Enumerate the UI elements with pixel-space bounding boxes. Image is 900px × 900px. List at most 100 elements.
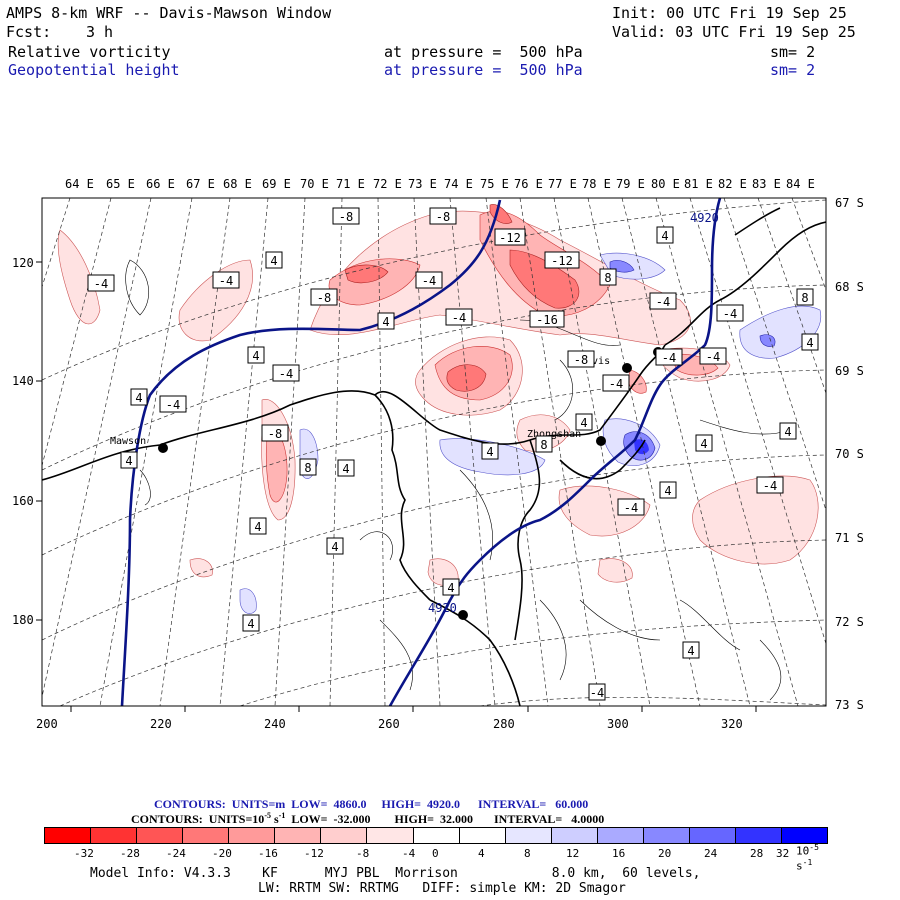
vort-label-box: 4	[377, 312, 395, 330]
vort-label-box: -4	[272, 364, 300, 382]
vorticity-contours	[125, 259, 791, 701]
cbar-label: -16	[258, 847, 278, 860]
map-frame	[41, 197, 827, 707]
vort-label-box: 4	[575, 413, 593, 431]
vort-label-box: 4	[659, 481, 677, 499]
vort-label-box: -4	[159, 395, 187, 413]
vort-label-box: -4	[212, 271, 240, 289]
svg-text:-4: -4	[656, 295, 670, 309]
davis-station-marker	[622, 363, 632, 373]
color-bar	[44, 827, 828, 844]
cbar-label: 24	[704, 847, 718, 860]
lon-label: 76 E	[514, 177, 543, 191]
svg-text:4: 4	[447, 581, 454, 595]
vort-label-box: -12	[544, 251, 580, 269]
x-tick: 220	[150, 717, 172, 731]
vort-label-box: -4	[756, 476, 784, 494]
color-swatch	[275, 828, 322, 843]
vort-label-box: 4	[779, 422, 797, 440]
color-swatch	[505, 828, 552, 843]
svg-text:4: 4	[342, 462, 349, 476]
cbar-label: 16	[612, 847, 626, 860]
field1-smoothing: sm= 2	[770, 43, 816, 61]
vort-label-box: 4	[801, 333, 819, 351]
x-tick: 200	[36, 717, 58, 731]
cbar-label: -4	[402, 847, 416, 860]
lon-label: 67 E	[186, 177, 215, 191]
mawson-label: Mawson	[110, 436, 146, 447]
svg-text:4: 4	[700, 437, 707, 451]
y-tick: 140	[12, 374, 34, 388]
svg-text:4: 4	[254, 520, 261, 534]
vort-label-box: 8	[796, 288, 814, 306]
svg-text:4: 4	[806, 336, 813, 350]
lon-label: 80 E	[651, 177, 680, 191]
color-swatch	[643, 828, 690, 843]
lon-label: 65 E	[106, 177, 135, 191]
field2-smoothing: sm= 2	[770, 61, 816, 79]
svg-text:4: 4	[331, 540, 338, 554]
vort-label-box: -4	[445, 308, 473, 326]
station-marker	[458, 610, 468, 620]
y-axis-ticks: 120 140 160 180	[12, 256, 34, 627]
color-swatch	[91, 828, 138, 843]
lon-label: 72 E	[373, 177, 402, 191]
vorticity-labels: -8 -8 -12 -12 -16 -4 -4 -4 -4 -4 -4 -4 -…	[87, 207, 819, 701]
cbar-label: -20	[212, 847, 232, 860]
model-info: Model Info: V4.3.3 KF MYJ PBL Morrison 8…	[90, 866, 701, 881]
lat-label: 73 S	[835, 698, 864, 712]
vort-label-box: 4	[682, 641, 700, 659]
cbar-label: 12	[566, 847, 580, 860]
x-tick: 260	[378, 717, 400, 731]
lon-label: 81 E	[684, 177, 713, 191]
vort-label-box: 4	[695, 434, 713, 452]
color-swatch	[321, 828, 368, 843]
y-tick: 180	[12, 613, 34, 627]
lat-label: 70 S	[835, 447, 864, 461]
cbar-unit: 10-5 s-1	[796, 843, 819, 873]
lon-label: 69 E	[262, 177, 291, 191]
lon-label: 70 E	[300, 177, 329, 191]
lon-label: 77 E	[548, 177, 577, 191]
lon-label: 66 E	[146, 177, 175, 191]
svg-text:-4: -4	[219, 274, 233, 288]
svg-text:4: 4	[135, 391, 142, 405]
svg-text:-12: -12	[499, 231, 521, 245]
svg-text:-4: -4	[166, 398, 180, 412]
vort-label-box: 4	[326, 537, 344, 555]
vort-label-box: -4	[716, 304, 744, 322]
svg-text:4: 4	[661, 229, 668, 243]
x-tick: 280	[493, 717, 515, 731]
svg-text:4: 4	[247, 617, 254, 631]
vort-label-box: 4	[337, 459, 355, 477]
vort-label-box: 4	[130, 388, 148, 406]
lon-label: 78 E	[582, 177, 611, 191]
color-swatch	[782, 828, 828, 843]
svg-text:-16: -16	[536, 313, 558, 327]
svg-text:4: 4	[270, 254, 277, 268]
lon-label: 68 E	[223, 177, 252, 191]
svg-text:-4: -4	[609, 377, 623, 391]
svg-text:8: 8	[540, 438, 547, 452]
svg-text:-4: -4	[723, 307, 737, 321]
svg-text:-4: -4	[590, 686, 604, 700]
vort-label-box: 4	[242, 614, 260, 632]
color-bar-labels: -32 -28 -24 -20 -16 -12 -8 -4 0 4 8 12 1…	[44, 843, 828, 872]
latitude-labels: 67 S 68 S 69 S 70 S 71 S 72 S 73 S	[835, 196, 864, 712]
color-swatch	[367, 828, 414, 843]
vort-label-box: -8	[310, 288, 338, 306]
davis-label: Davis	[580, 356, 610, 367]
vort-label-box: 4	[442, 578, 460, 596]
x-tick: 240	[264, 717, 286, 731]
color-swatch	[229, 828, 276, 843]
x-tick: 300	[607, 717, 629, 731]
vort-label-box: -8	[261, 424, 289, 442]
vort-label-box: -4	[617, 498, 645, 516]
lon-label: 79 E	[616, 177, 645, 191]
svg-text:8: 8	[304, 461, 311, 475]
mawson-station-marker	[158, 443, 168, 453]
svg-text:4: 4	[252, 349, 259, 363]
map-title: AMPS 8-km WRF -- Davis-Mawson Window	[6, 4, 332, 22]
vort-label-box: -4	[649, 292, 677, 310]
color-swatch	[689, 828, 736, 843]
